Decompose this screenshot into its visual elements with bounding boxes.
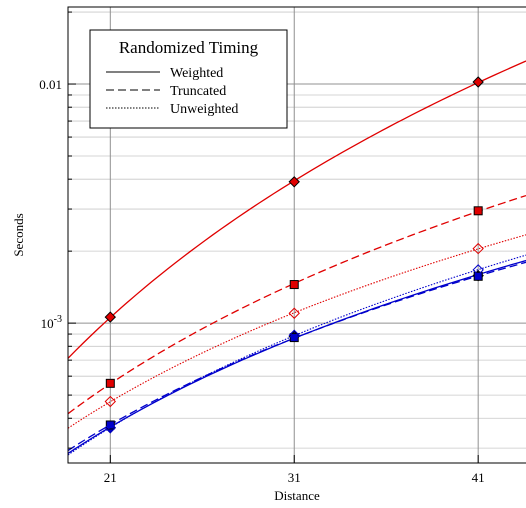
- data-point: [104, 422, 117, 434]
- series-line: [68, 194, 526, 415]
- data-point: [472, 76, 484, 88]
- series-layer: [68, 60, 526, 456]
- data-point: [105, 378, 115, 388]
- data-point: [288, 307, 300, 319]
- x-axis-title: Distance: [274, 488, 320, 503]
- y-tick-label: 0.01: [39, 77, 62, 92]
- series-line: [68, 234, 526, 429]
- series-line: [68, 261, 526, 452]
- data-point: [473, 206, 483, 216]
- data-point: [104, 311, 117, 323]
- data-point: [288, 329, 300, 341]
- legend-label: Unweighted: [170, 102, 238, 117]
- x-tick-label: 31: [288, 470, 301, 485]
- series-line: [68, 259, 526, 454]
- data-point: [289, 333, 299, 343]
- grid: [68, 7, 526, 463]
- legend: Randomized Timing Weighted Truncated Unwei…: [89, 29, 288, 129]
- y-tick-label: 10-3: [41, 314, 62, 331]
- series-line: [68, 254, 526, 456]
- axis-ticks: 21 31 41 10-3 0.01: [39, 11, 485, 485]
- legend-box: [89, 29, 288, 129]
- legend-label: Truncated: [170, 84, 226, 99]
- x-tick-label: 21: [104, 470, 117, 485]
- legend-entries: Weighted Truncated Unweighted: [106, 66, 238, 117]
- data-point: [473, 271, 483, 281]
- plot-frame: [67, 6, 526, 464]
- data-point: [472, 242, 484, 255]
- legend-title: Randomized Timing: [119, 38, 259, 57]
- y-axis-title: Seconds: [11, 213, 26, 256]
- data-point: [289, 280, 299, 290]
- x-tick-label: 41: [472, 470, 485, 485]
- data-point: [288, 176, 300, 188]
- data-point: [472, 264, 484, 276]
- legend-label: Weighted: [170, 66, 223, 81]
- data-point: [104, 395, 117, 408]
